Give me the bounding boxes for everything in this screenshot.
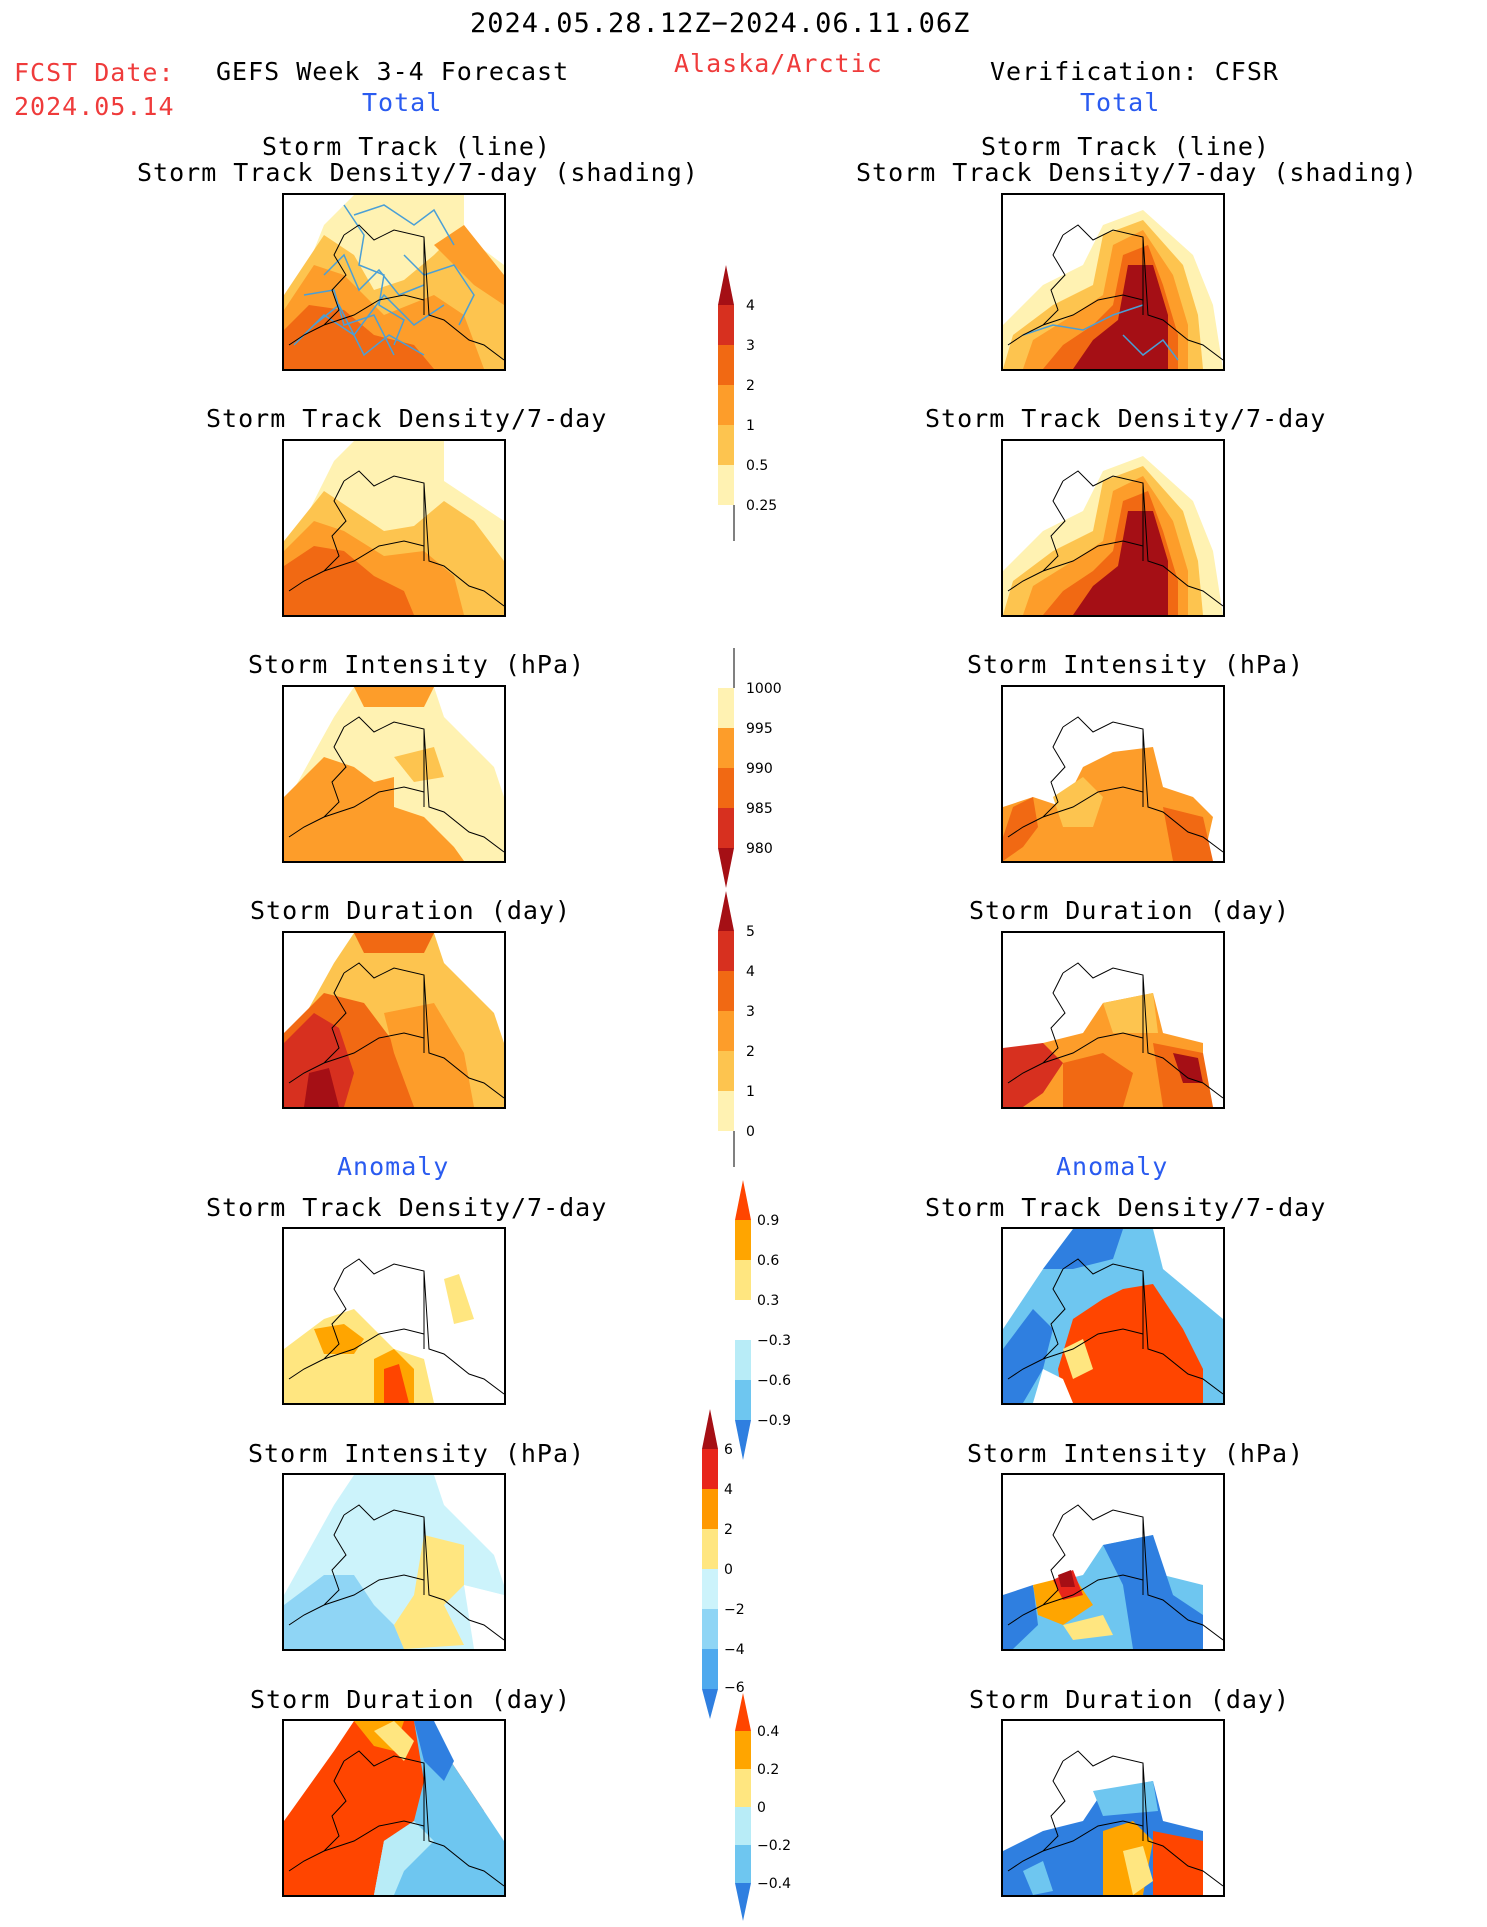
map-forecast-track-density <box>282 439 506 617</box>
map-verification-intensity <box>1001 685 1225 863</box>
right-title-track-density-shading: Storm Track Density/7-day (shading) <box>856 158 1418 187</box>
right-anomaly-label: Anomaly <box>1056 1152 1169 1181</box>
colorbar-density-arrow-top <box>718 265 734 305</box>
colorbar-duration-label-4: 1 <box>746 1084 755 1100</box>
right-title-anom-density: Storm Track Density/7-day <box>925 1193 1327 1222</box>
colorbar-density-swatch-2 <box>718 385 734 425</box>
colorbar-anom-density-label-2: 0.3 <box>757 1293 779 1309</box>
right-title-duration: Storm Duration (day) <box>969 896 1291 925</box>
map-verification-anom-density <box>1001 1227 1225 1405</box>
colorbar-intensity-label-0: 1000 <box>746 681 782 697</box>
map-forecast-anom-intensity <box>282 1473 506 1651</box>
colorbar-anom-intensity-label-5: −4 <box>724 1642 745 1658</box>
colorbar-anom-density: 0.9 0.6 0.3 −0.3 −0.6 −0.9 <box>735 1180 825 1464</box>
region-title: Alaska/Arctic <box>674 49 883 78</box>
colorbar-density-label-5: 0.25 <box>746 498 777 514</box>
colorbar-density-svg: 4 3 2 1 0.5 0.25 <box>718 265 777 541</box>
colorbar-anom-intensity-label-0: 6 <box>724 1442 733 1458</box>
colorbar-intensity-label-1: 995 <box>746 721 773 737</box>
map-verification-track-density <box>1001 439 1225 617</box>
colorbar-density-swatch-4 <box>718 465 734 505</box>
colorbar-duration-label-1: 4 <box>746 964 755 980</box>
colorbar-anom-intensity-label-2: 2 <box>724 1522 733 1538</box>
colorbar-density-swatch-0 <box>718 305 734 345</box>
left-title-track-line: Storm Track (line) <box>262 132 551 161</box>
map-forecast-duration <box>282 931 506 1109</box>
forecast-total-label: Total <box>362 88 443 117</box>
verification-title: Verification: CFSR <box>990 57 1279 86</box>
verification-total-label: Total <box>1080 88 1161 117</box>
left-title-track-density-shading: Storm Track Density/7-day (shading) <box>137 158 699 187</box>
left-title-track-density: Storm Track Density/7-day <box>206 404 608 433</box>
colorbar-duration-label-5: 0 <box>746 1124 755 1140</box>
colorbar-density-label-0: 4 <box>746 298 755 314</box>
colorbar-anom-intensity: 6 4 2 0 −2 −4 −6 <box>702 1409 792 1723</box>
colorbar-density-label-1: 3 <box>746 338 755 354</box>
colorbar-density-swatch-3 <box>718 425 734 465</box>
right-title-track-density: Storm Track Density/7-day <box>925 404 1327 433</box>
fcst-date-value: 2024.05.14 <box>14 92 175 121</box>
colorbar-anom-duration-svg: 0.4 0.2 0 −0.2 −0.4 <box>735 1693 791 1921</box>
left-title-duration: Storm Duration (day) <box>250 896 572 925</box>
colorbar-anom-intensity-label-4: −2 <box>724 1602 745 1618</box>
colorbar-intensity: 1000 995 990 985 980 <box>718 648 810 892</box>
left-anomaly-label: Anomaly <box>337 1152 450 1181</box>
colorbar-anom-density-label-0: 0.9 <box>757 1213 779 1229</box>
colorbar-duration-svg: 5 4 3 2 1 0 <box>718 891 755 1167</box>
colorbar-anom-intensity-svg: 6 4 2 0 −2 −4 −6 <box>702 1409 745 1719</box>
colorbar-density: 4 3 2 1 0.5 0.25 <box>718 265 800 549</box>
forecast-title: GEFS Week 3-4 Forecast <box>216 57 570 86</box>
colorbar-anom-density-svg: 0.9 0.6 0.3 −0.3 −0.6 −0.9 <box>735 1180 791 1460</box>
colorbar-anom-duration-label-2: 0 <box>757 1800 766 1816</box>
colorbar-density-swatch-1 <box>718 345 734 385</box>
left-title-anom-density: Storm Track Density/7-day <box>206 1193 608 1222</box>
colorbar-anom-density-label-1: 0.6 <box>757 1253 779 1269</box>
map-verification-anom-intensity <box>1001 1473 1225 1651</box>
colorbar-intensity-label-4: 980 <box>746 841 773 857</box>
colorbar-anom-intensity-label-1: 4 <box>724 1482 733 1498</box>
colorbar-density-label-3: 1 <box>746 418 755 434</box>
colorbar-density-label-2: 2 <box>746 378 755 394</box>
colorbar-intensity-svg: 1000 995 990 985 980 <box>718 648 782 888</box>
left-title-anom-duration: Storm Duration (day) <box>250 1685 572 1714</box>
colorbar-duration-label-2: 3 <box>746 1004 755 1020</box>
map-forecast-anom-duration <box>282 1719 506 1897</box>
colorbar-anom-intensity-label-6: −6 <box>724 1680 745 1696</box>
colorbar-anom-density-label-4: −0.6 <box>757 1373 791 1389</box>
colorbar-anom-intensity-label-3: 0 <box>724 1562 733 1578</box>
colorbar-duration-label-3: 2 <box>746 1044 755 1060</box>
colorbar-anom-density-label-3: −0.3 <box>757 1333 791 1349</box>
right-title-anom-duration: Storm Duration (day) <box>969 1685 1291 1714</box>
period-title: 2024.05.28.12Z−2024.06.11.06Z <box>470 8 971 39</box>
left-title-intensity: Storm Intensity (hPa) <box>248 650 586 679</box>
colorbar-intensity-label-2: 990 <box>746 761 773 777</box>
right-title-track-line: Storm Track (line) <box>981 132 1270 161</box>
map-forecast-intensity <box>282 685 506 863</box>
map-verification-duration <box>1001 931 1225 1109</box>
map-forecast-track-density-lines <box>282 193 506 371</box>
colorbar-anom-duration-label-3: −0.2 <box>757 1838 791 1854</box>
right-title-intensity: Storm Intensity (hPa) <box>967 650 1305 679</box>
map-verification-anom-duration <box>1001 1719 1225 1897</box>
colorbar-anom-duration: 0.4 0.2 0 −0.2 −0.4 <box>735 1693 825 1927</box>
map-forecast-anom-density <box>282 1227 506 1405</box>
left-title-anom-intensity: Storm Intensity (hPa) <box>248 1439 586 1468</box>
colorbar-density-label-4: 0.5 <box>746 458 768 474</box>
colorbar-anom-duration-label-1: 0.2 <box>757 1762 779 1778</box>
colorbar-anom-density-label-5: −0.9 <box>757 1413 791 1429</box>
colorbar-anom-duration-label-4: −0.4 <box>757 1876 791 1892</box>
right-title-anom-intensity: Storm Intensity (hPa) <box>967 1439 1305 1468</box>
colorbar-duration: 5 4 3 2 1 0 <box>718 891 800 1175</box>
colorbar-anom-duration-label-0: 0.4 <box>757 1724 779 1740</box>
map-verification-track-density-lines <box>1001 193 1225 371</box>
fcst-date-label: FCST Date: <box>14 58 175 87</box>
colorbar-intensity-label-3: 985 <box>746 801 773 817</box>
colorbar-duration-label-0: 5 <box>746 924 755 940</box>
